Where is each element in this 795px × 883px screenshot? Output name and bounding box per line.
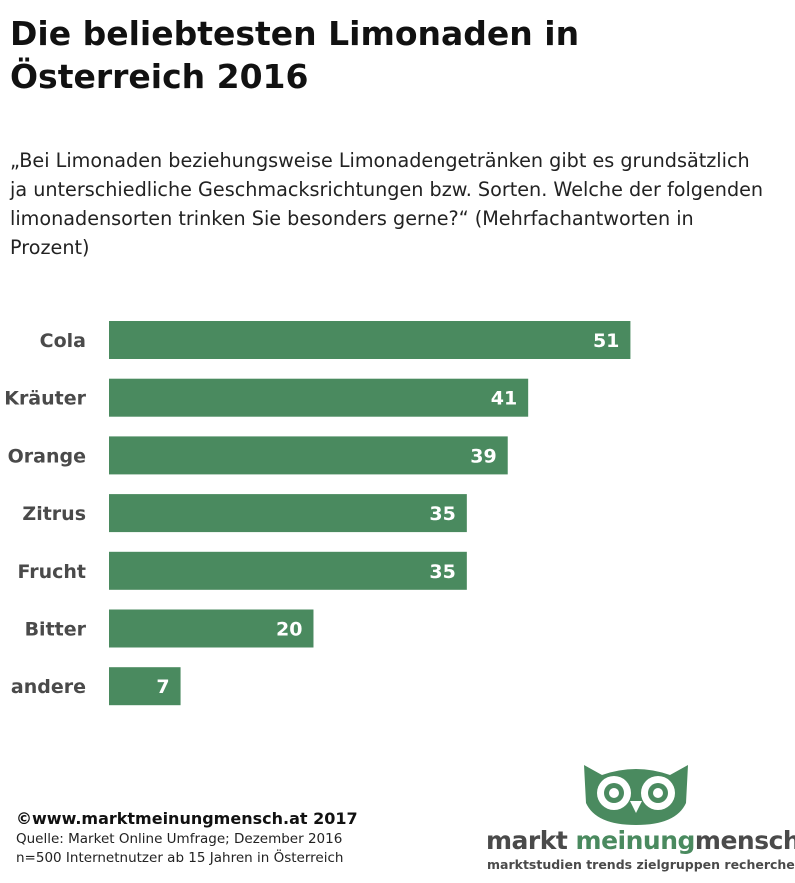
brand-name: markt meinungmensch (486, 827, 795, 855)
bar-cola (109, 321, 631, 359)
brand-part-markt: markt (486, 826, 568, 855)
category-label: Frucht (17, 561, 86, 583)
brand-tagline: marktstudien trends zielgruppen recherch… (487, 857, 795, 872)
bar-chart: Cola 51 Kräuter 41 Orange 39 Zitrus 35 Frucht 35 B… (4, 321, 631, 706)
category-label: Bitter (25, 619, 87, 641)
bar-orange (109, 436, 508, 475)
category-label: andere (11, 676, 86, 698)
chart-subtitle: „Bei Limonaden beziehungsweise Limonaden… (10, 146, 795, 262)
bar-kräuter (109, 378, 529, 417)
bar-andere (109, 667, 181, 706)
subtitle-line: „Bei Limonaden beziehungsweise Limonaden… (10, 149, 750, 172)
brand-logo: markt meinungmensch marktstudien trends … (486, 757, 795, 875)
category-label: Orange (8, 445, 86, 467)
data-label: 20 (276, 619, 302, 641)
footer: ©www.marktmeinungmensch.at 2017 Quelle: … (16, 808, 358, 868)
bar-zitrus (109, 494, 467, 533)
subtitle-line: limonadensorten trinken Sie besonders ge… (10, 207, 694, 230)
data-label: 35 (429, 561, 455, 583)
data-label: 41 (491, 388, 517, 410)
data-label: 7 (156, 676, 169, 698)
owl-icon (584, 765, 688, 825)
category-label: Cola (40, 330, 86, 352)
data-label: 39 (470, 445, 496, 467)
bar-bitter (109, 609, 314, 648)
data-label: 35 (429, 503, 455, 525)
copyright-text: ©www.marktmeinungmensch.at 2017 (16, 809, 358, 828)
sample-text: n=500 Internetnutzer ab 15 Jahren in Öst… (16, 850, 344, 866)
subtitle-line: Prozent) (10, 236, 90, 259)
data-label: 51 (593, 330, 619, 352)
chart-title: Die beliebtesten Limonaden in Österreich… (10, 14, 580, 96)
brand-part-mensch: mensch (694, 826, 795, 855)
bar-frucht (109, 551, 467, 590)
subtitle-line: ja unterschiedliche Geschmacksrichtungen… (10, 178, 764, 201)
brand-part-meinung: meinung (575, 826, 696, 855)
category-label: Kräuter (4, 388, 86, 410)
source-text: Quelle: Market Online Umfrage; Dezember … (16, 831, 343, 847)
category-label: Zitrus (22, 503, 86, 525)
